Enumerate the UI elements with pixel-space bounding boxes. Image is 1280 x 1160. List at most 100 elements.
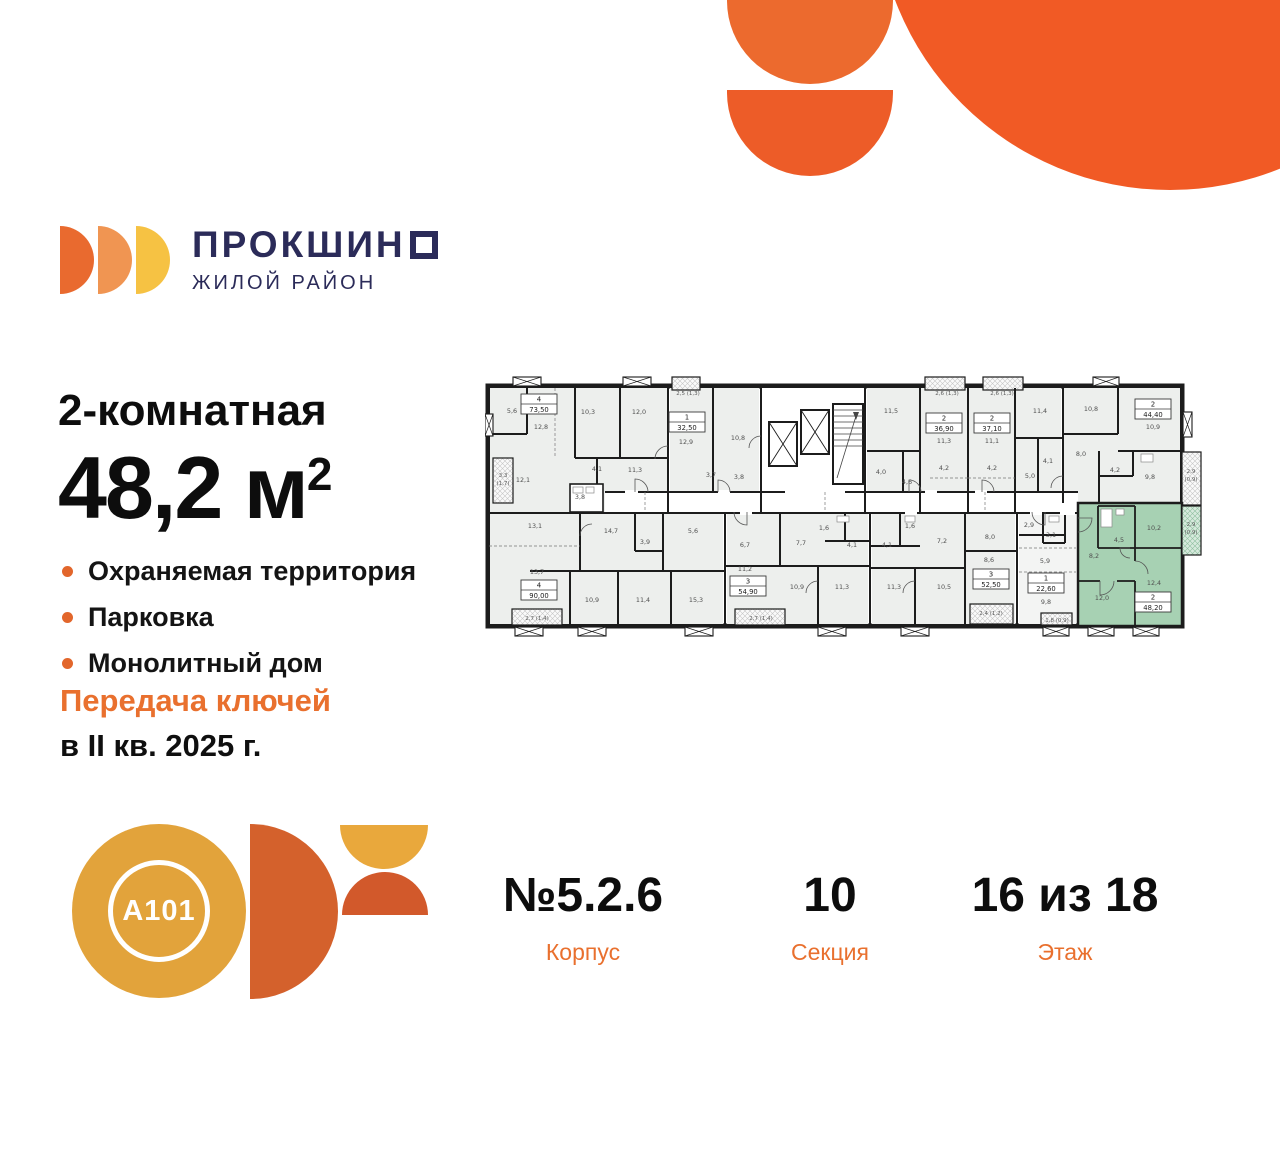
floor-label: Этаж — [1037, 939, 1093, 965]
window-icon — [512, 376, 542, 387]
a101-ring: A101 — [108, 860, 210, 962]
room-area-label: 9,8 — [1041, 598, 1051, 606]
room-area-label: 15,3 — [689, 596, 703, 604]
bullet-icon — [62, 612, 73, 623]
room-area-label: 12,8 — [534, 423, 548, 431]
room-area-label: 11,1 — [985, 437, 999, 445]
window-icon — [577, 626, 607, 637]
halfcircle-icon — [136, 226, 170, 294]
room-area-label: 4,1 — [1043, 457, 1053, 465]
room-area-label: 5,0 — [1025, 472, 1035, 480]
room-area-label: 8,2 — [1089, 552, 1099, 560]
decor-semicircle-small-bottom — [727, 90, 893, 176]
window-icon — [817, 626, 847, 637]
room-area-label: 2,9 — [1024, 521, 1034, 529]
door-arc — [1134, 560, 1149, 575]
balcony-area-label: (0,9) — [1184, 477, 1197, 483]
door-arc — [1099, 580, 1115, 596]
brand-subtitle: ЖИЛОЙ РАЙОН — [192, 272, 377, 294]
bullet-icon — [62, 566, 73, 577]
room-area-label: 10,3 — [581, 408, 595, 416]
feature-label: Парковка — [88, 602, 214, 632]
balcony-area-label: 2,6 (1,3) — [990, 391, 1014, 397]
apartment-total-area: 73,50 — [529, 406, 548, 414]
window-icon — [1132, 626, 1160, 637]
balcony-area-label: 2,6 (1,3) — [935, 391, 959, 397]
room-area-label: 4,6 — [902, 478, 912, 486]
a101-halfcircle-icon — [250, 824, 338, 999]
room-area-label: 4,1 — [847, 541, 857, 549]
room-area-label: 10,5 — [937, 583, 951, 591]
room-area-label: 6,7 — [740, 541, 750, 549]
door-arc — [1119, 547, 1131, 559]
room-area-label: 1,6 — [905, 522, 915, 530]
room-area-label: 11,3 — [937, 437, 951, 445]
room-area-label: 11,2 — [738, 565, 752, 573]
a101-semicircle-yellow-icon — [340, 825, 428, 869]
door-arc — [902, 580, 916, 594]
apartment-number: 3 — [989, 571, 993, 579]
door-arc — [1050, 475, 1064, 489]
room-area-label: 4,1 — [592, 465, 602, 473]
section-number: 10 — [803, 869, 857, 922]
balconies — [492, 376, 1202, 626]
stairwell — [832, 403, 864, 485]
apartment-total-area: 52,50 — [981, 581, 1000, 589]
feature-list: Охраняемая территория Парковка Монолитны… — [62, 556, 416, 694]
door-arc — [654, 445, 669, 460]
room-area-label: 11,4 — [1033, 407, 1047, 415]
section-info: 10 Секция — [720, 868, 940, 966]
room-area-label: 10,9 — [585, 596, 599, 604]
room-area-label: 10,8 — [1084, 405, 1098, 413]
area-value: 48,2 — [58, 438, 223, 538]
a101-label: A101 — [122, 894, 196, 927]
door-arc — [981, 479, 995, 493]
room-area-label: 8,0 — [985, 533, 995, 541]
balcony-area-label: 1,8 (0,9) — [1045, 618, 1069, 624]
building-info: №5.2.6 Корпус — [473, 868, 693, 966]
brand-name-main: ПРОКШИН — [192, 224, 406, 265]
apartment-number: 2 — [942, 415, 946, 423]
apartment-number: 2 — [1151, 594, 1155, 602]
listing-headline: 2-комнатная 48,2 м2 — [58, 387, 332, 532]
brand-logo-icon — [60, 226, 170, 294]
apartment-total-area: 36,90 — [934, 425, 953, 433]
balcony-area-label: 2,9 — [1187, 522, 1196, 528]
apartment-total-area: 44,40 — [1143, 411, 1162, 419]
room-area-label: 5,9 — [1040, 557, 1050, 565]
handover-title: Передача ключей — [60, 683, 331, 718]
room-area-label: 7,7 — [796, 539, 806, 547]
room-area-label: 12,0 — [632, 408, 646, 416]
window-icon — [1182, 411, 1193, 438]
apartment-total-area: 48,20 — [1143, 604, 1162, 612]
building-number: №5.2.6 — [502, 869, 664, 922]
room-area-label: 4,0 — [876, 468, 886, 476]
apartment-number: 2 — [990, 415, 994, 423]
room-area-label: 11,3 — [835, 583, 849, 591]
room-area-label: 7,2 — [937, 537, 947, 545]
balcony-area-label: 2,7 (1,4) — [525, 616, 549, 622]
brand-name: ПРОКШИН О — [192, 226, 438, 263]
apartment-number: 1 — [1044, 575, 1048, 583]
brand-square-o: О — [409, 230, 438, 259]
room-area-label: 12,0 — [1095, 594, 1109, 602]
apartment-total-area: 90,00 — [529, 592, 548, 600]
brand-logo: ПРОКШИН О ЖИЛОЙ РАЙОН — [60, 226, 438, 295]
door-arc — [805, 580, 819, 594]
room-area-label: 5,6 — [507, 407, 517, 415]
balcony-area-label: 2,7 (1,4) — [749, 616, 773, 622]
apartment-number: 4 — [537, 582, 542, 590]
room-area-label: 14,7 — [604, 527, 618, 535]
window-icon — [485, 413, 494, 437]
room-area-label: 3,9 — [640, 538, 650, 546]
room-area-label: 4,5 — [1114, 536, 1124, 544]
room-area-label: 11,3 — [887, 583, 901, 591]
room-area-label: 10,9 — [790, 583, 804, 591]
window-icon — [1087, 626, 1115, 637]
a101-semicircle-orange-icon — [342, 872, 428, 915]
room-area-label: 10,2 — [1147, 524, 1161, 532]
feature-item: Охраняемая территория — [62, 556, 416, 587]
room-area-label: 12,9 — [679, 438, 693, 446]
window-icon — [1092, 376, 1120, 387]
